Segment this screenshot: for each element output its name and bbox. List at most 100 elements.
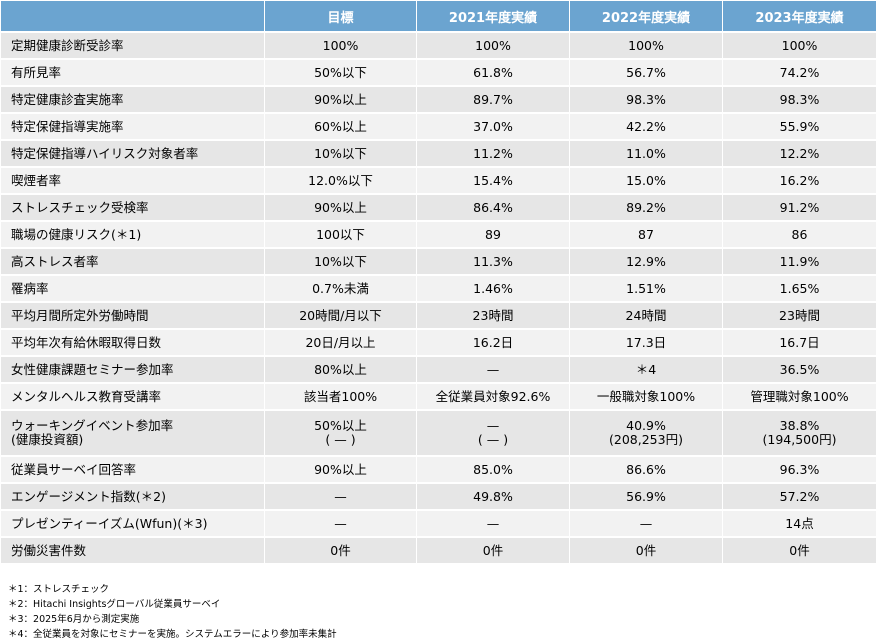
result-2023-cell: 14点 [723, 511, 876, 538]
result-2023-cell: 38.8% (194,500円) [723, 411, 876, 457]
result-2021-cell: 85.0% [417, 457, 570, 484]
metric-label-cell: ストレスチェック受検率 [1, 195, 265, 222]
table-header-row: 目標 2021年度実績 2022年度実績 2023年度実績 [1, 1, 876, 33]
result-2021-cell: — [417, 511, 570, 538]
result-2023-cell: 57.2% [723, 484, 876, 511]
target-value-cell: 50%以下 [265, 60, 417, 87]
metric-label-cell: 労働災害件数 [1, 538, 265, 565]
target-value-cell: 0件 [265, 538, 417, 565]
result-2023-cell: 16.2% [723, 168, 876, 195]
result-2021-cell: 全従業員対象92.6% [417, 384, 570, 411]
target-value-cell: 12.0%以下 [265, 168, 417, 195]
metric-label-cell: 職場の健康リスク(＊1) [1, 222, 265, 249]
header-cell-2022: 2022年度実績 [570, 1, 723, 33]
result-2023-cell: 86 [723, 222, 876, 249]
header-cell-2021: 2021年度実績 [417, 1, 570, 33]
target-value-cell: 10%以下 [265, 141, 417, 168]
table-row: ストレスチェック受検率 90%以上 86.4% 89.2% 91.2% [1, 195, 876, 222]
target-value-cell: 60%以上 [265, 114, 417, 141]
result-2023-cell: 98.3% [723, 87, 876, 114]
target-value-cell: 100% [265, 33, 417, 60]
table-row: 平均年次有給休暇取得日数 20日/月以上 16.2日 17.3日 16.7日 [1, 330, 876, 357]
result-2023-cell: 1.65% [723, 276, 876, 303]
result-2021-cell: 89 [417, 222, 570, 249]
metric-label-cell: 特定保健指導実施率 [1, 114, 265, 141]
target-value-cell: 20時間/月以下 [265, 303, 417, 330]
table-row: 罹病率 0.7%未満 1.46% 1.51% 1.65% [1, 276, 876, 303]
result-2023-cell: 16.7日 [723, 330, 876, 357]
target-value-cell: 100以下 [265, 222, 417, 249]
result-2021-cell: — ( — ) [417, 411, 570, 457]
metric-label-cell: 平均年次有給休暇取得日数 [1, 330, 265, 357]
result-2023-cell: 0件 [723, 538, 876, 565]
result-2022-cell: 100% [570, 33, 723, 60]
result-2022-cell: 86.6% [570, 457, 723, 484]
table-row: 有所見率 50%以下 61.8% 56.7% 74.2% [1, 60, 876, 87]
table-row: メンタルヘルス教育受講率 該当者100% 全従業員対象92.6% 一般職対象100% 管… [1, 384, 876, 411]
result-2022-cell: 40.9% (208,253円) [570, 411, 723, 457]
result-2021-cell: 23時間 [417, 303, 570, 330]
result-2023-cell: 11.9% [723, 249, 876, 276]
result-2023-cell: 管理職対象100% [723, 384, 876, 411]
result-2021-cell: 15.4% [417, 168, 570, 195]
footnote: ＊1：ストレスチェック [8, 584, 110, 595]
table-row: 高ストレス者率 10%以下 11.3% 12.9% 11.9% [1, 249, 876, 276]
result-2023-cell: 55.9% [723, 114, 876, 141]
target-value-cell: 90%以上 [265, 457, 417, 484]
result-2021-cell: 49.8% [417, 484, 570, 511]
metric-label-cell: プレゼンティーイズム(Wfun)(＊3) [1, 511, 265, 538]
result-2023-cell: 23時間 [723, 303, 876, 330]
result-2022-cell: 24時間 [570, 303, 723, 330]
result-2022-cell: 98.3% [570, 87, 723, 114]
target-value-cell: — [265, 511, 417, 538]
result-2023-cell: 96.3% [723, 457, 876, 484]
footnote: ＊2：Hitachi Insightsグローバル従業員サーベイ [8, 599, 221, 610]
result-2021-cell: 11.3% [417, 249, 570, 276]
table-row: 女性健康課題セミナー参加率 80%以上 — ＊4 36.5% [1, 357, 876, 384]
metric-label-cell: 定期健康診断受診率 [1, 33, 265, 60]
result-2022-cell: 87 [570, 222, 723, 249]
result-2021-cell: 100% [417, 33, 570, 60]
metric-label-cell: 有所見率 [1, 60, 265, 87]
result-2021-cell: 37.0% [417, 114, 570, 141]
target-value-cell: 10%以下 [265, 249, 417, 276]
metric-label-cell: 喫煙者率 [1, 168, 265, 195]
result-2021-cell: 1.46% [417, 276, 570, 303]
metric-label-cell: 女性健康課題セミナー参加率 [1, 357, 265, 384]
footnote: ＊4：全従業員を対象にセミナーを実施。システムエラーにより参加率未集計 [8, 629, 337, 640]
footnote: ＊3：2025年6月から測定実施 [8, 614, 140, 625]
metric-label-cell: 特定健康診査実施率 [1, 87, 265, 114]
metric-label-cell: エンゲージメント指数(＊2) [1, 484, 265, 511]
result-2023-cell: 91.2% [723, 195, 876, 222]
table-row: プレゼンティーイズム(Wfun)(＊3) — — —14点 [1, 511, 876, 538]
result-2023-cell: 36.5% [723, 357, 876, 384]
footnotes: ＊1：ストレスチェック ＊2：Hitachi Insightsグローバル従業員サ… [8, 582, 337, 642]
result-2021-cell: 16.2日 [417, 330, 570, 357]
table-body: 定期健康診断受診率 100% 100% 100% 100% 有所見率 50%以下 61.8% 5… [1, 33, 876, 565]
kpi-table-container: 目標 2021年度実績 2022年度実績 2023年度実績 定期健康診断受診率 1… [1, 1, 876, 565]
table-row: 労働災害件数 0件 0件 0件 0件 [1, 538, 876, 565]
result-2022-cell: 42.2% [570, 114, 723, 141]
header-cell-2023: 2023年度実績 [723, 1, 876, 33]
table-row: 特定保健指導ハイリスク対象者率 10%以下 11.2% 11.0% 12.2% [1, 141, 876, 168]
result-2021-cell: 89.7% [417, 87, 570, 114]
table-row: ウォーキングイベント参加率 (健康投資額) 50%以上 ( — ) — ( — ) 4… [1, 411, 876, 457]
metric-label-cell: 従業員サーベイ回答率 [1, 457, 265, 484]
header-cell-blank [1, 1, 265, 33]
target-value-cell: 90%以上 [265, 195, 417, 222]
target-value-cell: 80%以上 [265, 357, 417, 384]
result-2022-cell: 一般職対象100% [570, 384, 723, 411]
result-2022-cell: ＊4 [570, 357, 723, 384]
result-2022-cell: 17.3日 [570, 330, 723, 357]
table-row: 平均月間所定外労働時間 20時間/月以下 23時間 24時間 23時間 [1, 303, 876, 330]
table-row: 従業員サーベイ回答率 90%以上 85.0% 86.6% 96.3% [1, 457, 876, 484]
result-2022-cell: 89.2% [570, 195, 723, 222]
result-2021-cell: 86.4% [417, 195, 570, 222]
table-row: 特定健康診査実施率 90%以上 89.7% 98.3% 98.3% [1, 87, 876, 114]
result-2021-cell: 0件 [417, 538, 570, 565]
metric-label-cell: 高ストレス者率 [1, 249, 265, 276]
result-2023-cell: 100% [723, 33, 876, 60]
result-2023-cell: 12.2% [723, 141, 876, 168]
result-2022-cell: 12.9% [570, 249, 723, 276]
table-row: 定期健康診断受診率 100% 100% 100% 100% [1, 33, 876, 60]
